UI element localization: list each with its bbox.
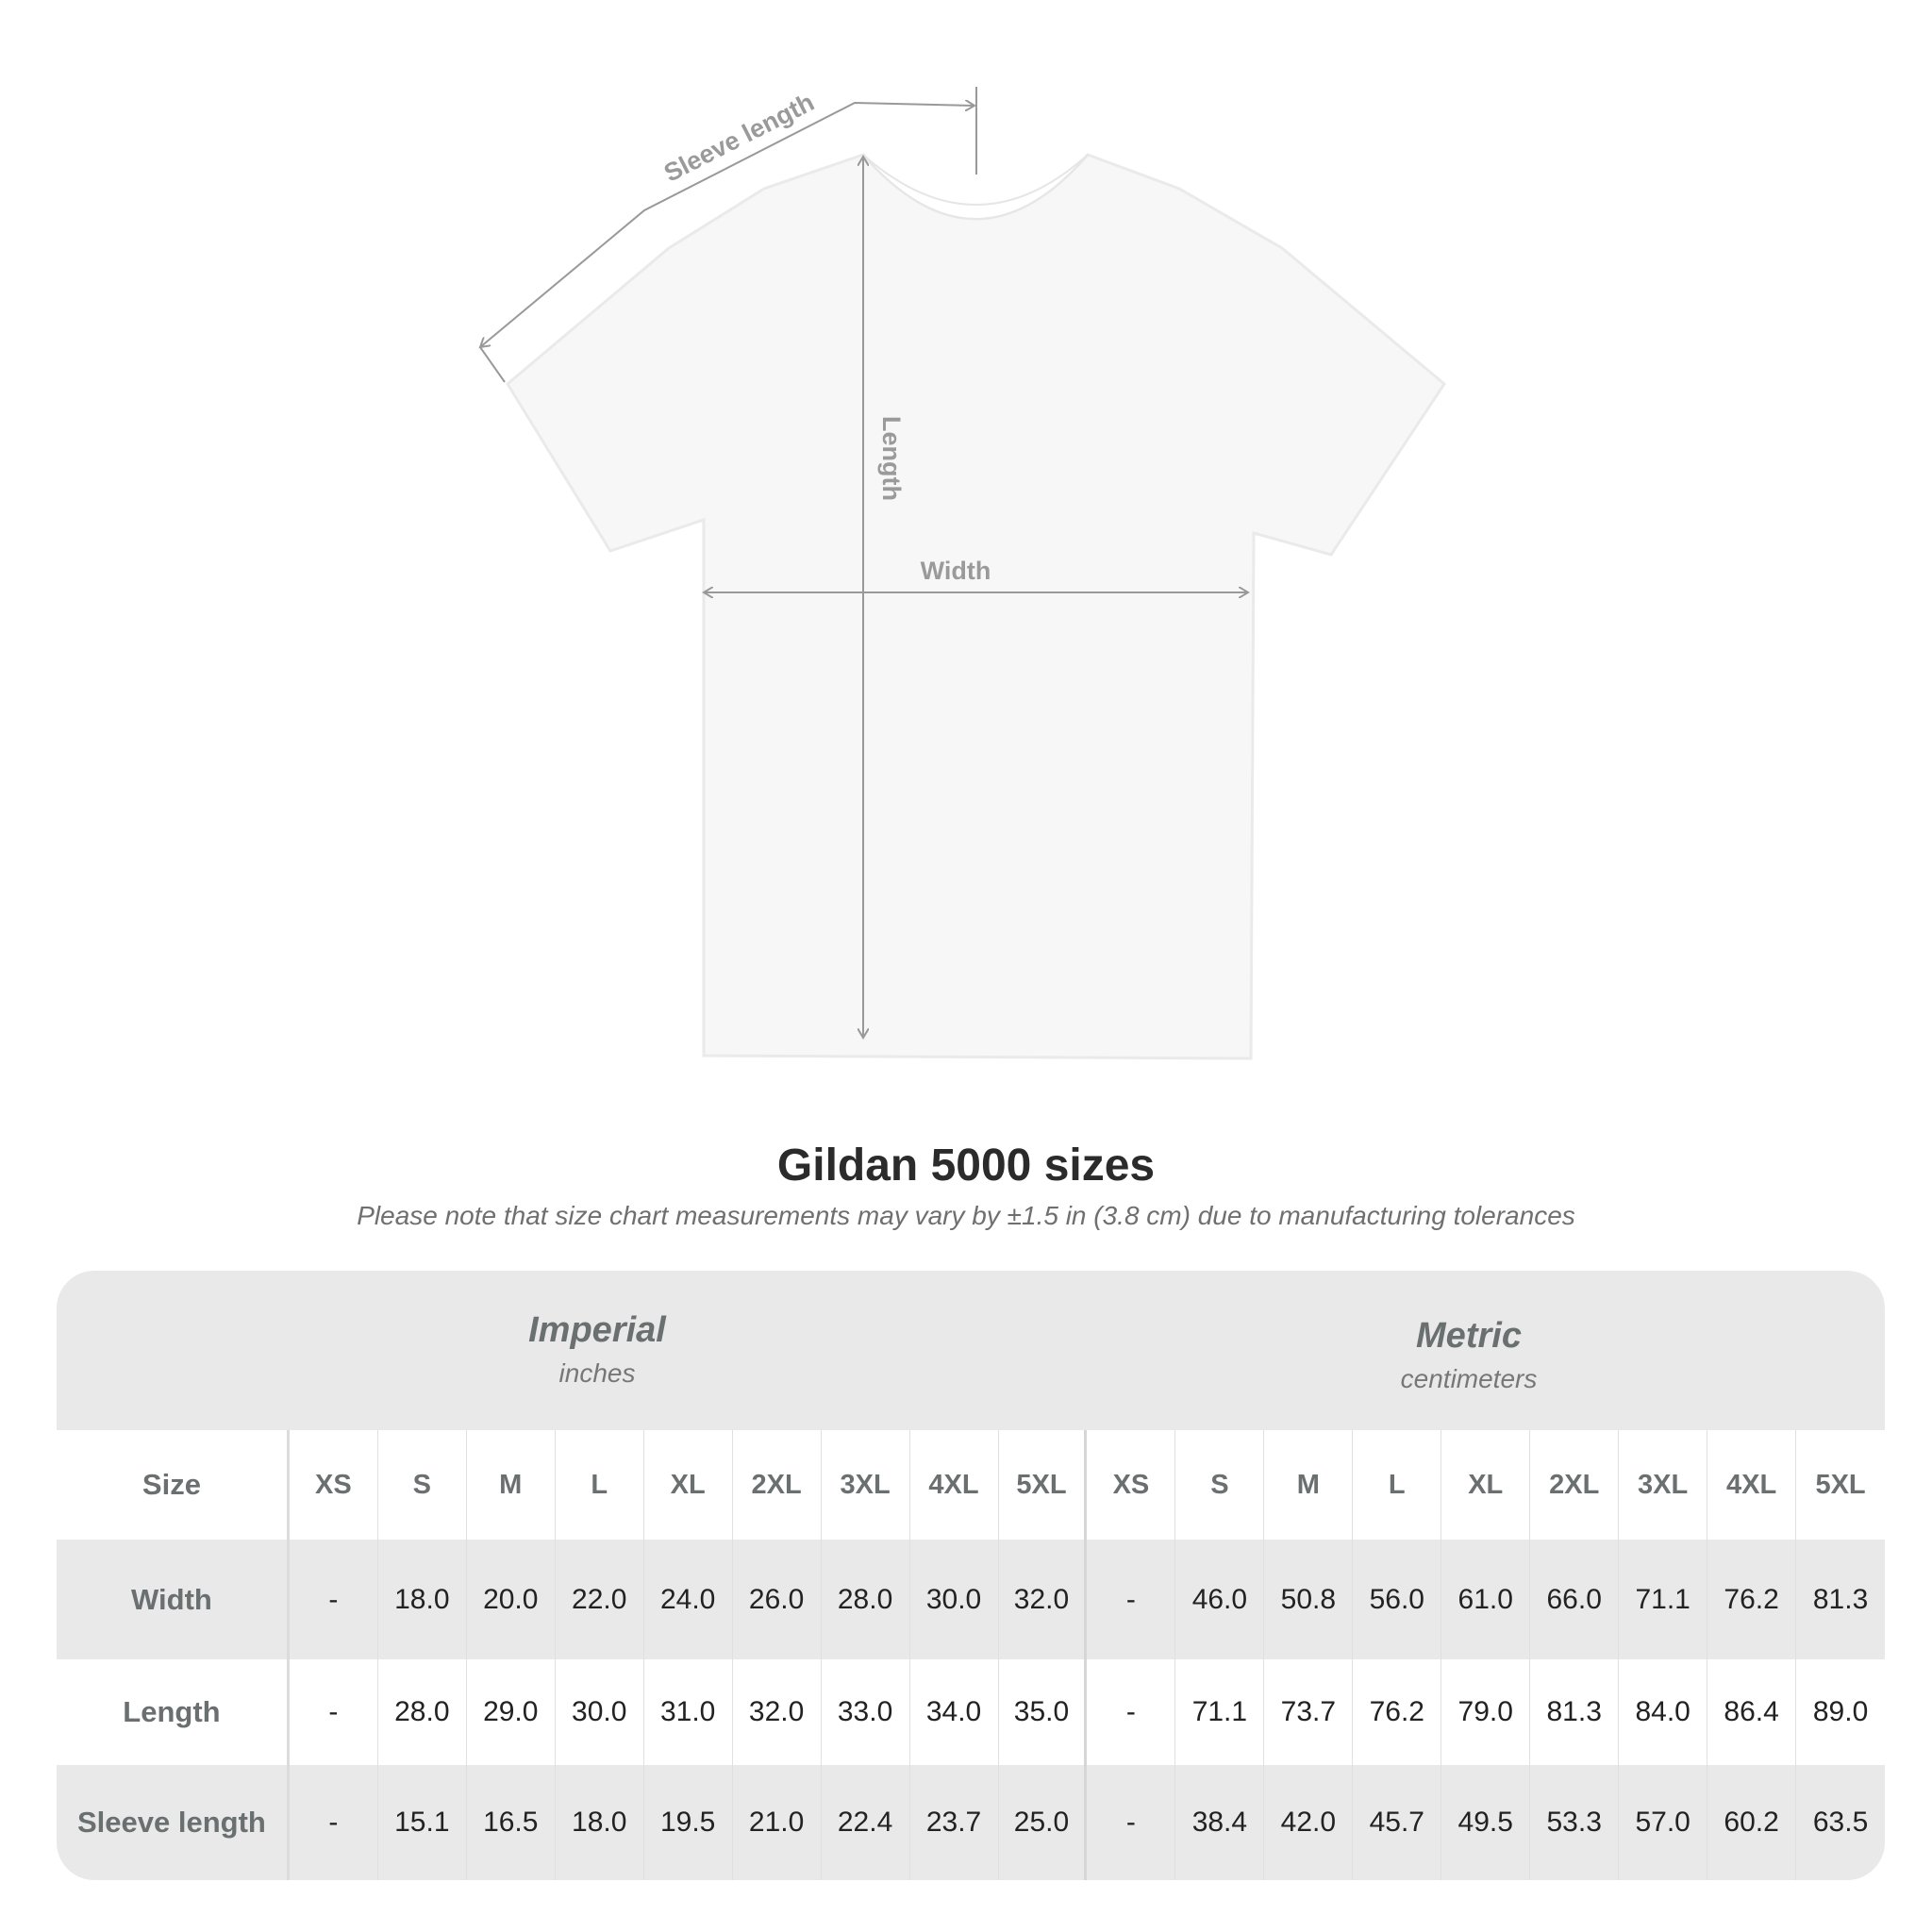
metric-unit: centimeters: [1400, 1364, 1538, 1393]
size-header-row: Size XS S M L XL 2XL 3XL 4XL 5XL XS S M L XL 2XL 3XL 4XL 5…: [57, 1430, 1885, 1540]
size-header-cell: XS: [290, 1430, 378, 1540]
value-cell: 81.3: [1530, 1659, 1620, 1765]
value-cell: 32.0: [733, 1659, 822, 1765]
value-cell: 19.5: [644, 1765, 733, 1880]
size-header-cell: 3XL: [822, 1430, 910, 1540]
value-cell: 89.0: [1812, 1696, 1869, 1727]
value-cell: 32.0: [999, 1540, 1088, 1659]
row-band: [57, 1540, 1885, 1659]
size-header-cell: S: [378, 1430, 467, 1540]
row-label: Width: [57, 1540, 290, 1659]
size-header-cell: 4XL: [910, 1430, 999, 1540]
row-band: [57, 1765, 1885, 1880]
value-cell: 24.0: [644, 1540, 733, 1659]
value-cell: 46.0: [1175, 1540, 1265, 1659]
value-cell: 22.4: [822, 1765, 910, 1880]
size-header-cell: L: [556, 1430, 644, 1540]
value-cell: 73.7: [1264, 1659, 1354, 1765]
size-header-cell: 2XL: [733, 1430, 822, 1540]
value-cell: 22.0: [556, 1540, 644, 1659]
value-cell: 71.1: [1619, 1540, 1708, 1659]
value-cell: -: [1087, 1540, 1176, 1659]
metric-header: Metric centimeters: [1186, 1316, 1752, 1394]
value-cell: 60.2: [1707, 1765, 1797, 1880]
value-cell: 84.0: [1619, 1659, 1708, 1765]
value-cell: -: [1087, 1765, 1176, 1880]
size-header-cell: XL: [1441, 1430, 1531, 1540]
value-cell: 28.0: [822, 1540, 910, 1659]
value-cell: -: [290, 1765, 378, 1880]
size-header-cell: 5XL: [999, 1430, 1088, 1540]
value-cell: -: [1087, 1659, 1176, 1765]
value-cell: 50.8: [1264, 1540, 1354, 1659]
size-header-cell: S: [1175, 1430, 1265, 1540]
value-cell: 53.3: [1530, 1765, 1620, 1880]
size-header-cell: M: [1264, 1430, 1354, 1540]
size-header-cell: M: [467, 1430, 556, 1540]
value-cell: 31.0: [644, 1659, 733, 1765]
value-cell: 63.5: [1812, 1807, 1869, 1838]
value-cell: 33.0: [822, 1659, 910, 1765]
value-cell: 30.0: [910, 1540, 999, 1659]
table-row: Width -18.0 20.0 22.0 24.0 26.0 28.0 30.0 32.0-4…: [57, 1540, 1885, 1659]
length-label: Length: [877, 416, 906, 501]
value-cell: 86.4: [1707, 1659, 1797, 1765]
value-cell: 71.1: [1175, 1659, 1265, 1765]
tolerance-note: Please note that size chart measurements…: [357, 1201, 1575, 1230]
value-cell: 18.0: [556, 1765, 644, 1880]
value-cell: 28.0: [378, 1659, 467, 1765]
table-row: Sleeve length -15.1 16.5 18.0 19.5 21.0 22.4 23…: [57, 1765, 1885, 1880]
row-label: Size: [57, 1430, 290, 1540]
sleeve-label: Sleeve length: [659, 88, 819, 188]
imperial-unit: inches: [558, 1358, 636, 1388]
value-cell: 21.0: [733, 1765, 822, 1880]
value-cell: 49.5: [1441, 1765, 1531, 1880]
value-cell: 81.3: [1812, 1583, 1869, 1615]
value-cell: 56.0: [1353, 1540, 1442, 1659]
size-header-cell: 3XL: [1619, 1430, 1708, 1540]
imperial-header: Imperial inches: [314, 1310, 880, 1389]
tshirt-diagram: Sleeve length Length Width: [0, 87, 1446, 1060]
value-cell: 76.2: [1707, 1540, 1797, 1659]
value-cell: 57.0: [1619, 1765, 1708, 1880]
value-cell: 20.0: [467, 1540, 556, 1659]
size-table: Imperial inches Metric centimeters Size X…: [57, 1271, 1885, 1880]
table-row: Length -28.0 29.0 30.0 31.0 32.0 33.0 34.0 35.0-…: [57, 1659, 1885, 1765]
size-header-cell: XL: [644, 1430, 733, 1540]
size-header-cell: 2XL: [1530, 1430, 1620, 1540]
value-cell: 61.0: [1441, 1540, 1531, 1659]
metric-title: Metric: [1416, 1316, 1522, 1356]
value-cell: 16.5: [467, 1765, 556, 1880]
value-cell: 42.0: [1264, 1765, 1354, 1880]
value-cell: 30.0: [556, 1659, 644, 1765]
value-cell: 35.0: [999, 1659, 1088, 1765]
page-title: Gildan 5000 sizes: [776, 1141, 1156, 1191]
size-header-cell: L: [1353, 1430, 1442, 1540]
value-cell: 79.0: [1441, 1659, 1531, 1765]
value-cell: 25.0: [999, 1765, 1088, 1880]
value-cell: 29.0: [467, 1659, 556, 1765]
header-band: [57, 1271, 1885, 1430]
value-cell: 76.2: [1353, 1659, 1442, 1765]
size-header-cell: 4XL: [1707, 1430, 1797, 1540]
value-cell: 66.0: [1530, 1540, 1620, 1659]
tshirt-shape: [506, 153, 1446, 1060]
sleeve-measure-line: [480, 103, 974, 347]
row-label: Length: [57, 1659, 290, 1765]
imperial-title: Imperial: [528, 1310, 666, 1350]
value-cell: 45.7: [1353, 1765, 1442, 1880]
value-cell: 18.0: [378, 1540, 467, 1659]
value-cell: 15.1: [378, 1765, 467, 1880]
value-cell: 26.0: [733, 1540, 822, 1659]
size-header-cell: 5XL: [1815, 1469, 1866, 1500]
value-cell: 38.4: [1175, 1765, 1265, 1880]
value-cell: 23.7: [910, 1765, 999, 1880]
row-label: Sleeve length: [57, 1765, 290, 1880]
value-cell: -: [290, 1659, 378, 1765]
value-cell: -: [290, 1540, 378, 1659]
value-cell: 34.0: [910, 1659, 999, 1765]
width-label: Width: [921, 557, 991, 585]
size-header-cell: XS: [1087, 1430, 1176, 1540]
